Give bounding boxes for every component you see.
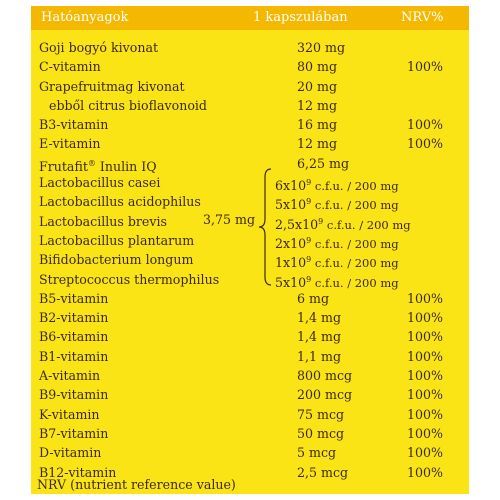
bacteria-name: Streptococcus thermophilus	[39, 271, 220, 287]
table-row: B7-vitamin 50 mcg 100%	[31, 424, 469, 443]
table-row: B1-vitamin 1,1 mg 100%	[31, 347, 469, 366]
nrv-footnote: NRV (nutrient reference value)	[37, 477, 236, 492]
ingredient-name: B6-vitamin	[39, 329, 109, 345]
ingredient-amount: 5 mcg	[297, 445, 337, 461]
lactobacillus-total-amount: 3,75 mg	[203, 212, 256, 227]
ingredient-nrv: 100%	[407, 117, 444, 133]
ingredient-amount: 6 mg	[297, 290, 330, 306]
bacteria-name: Lactobacillus brevis	[39, 213, 167, 229]
table-row: Lactobacillus brevis 2,5x109 c.f.u. / 20…	[31, 212, 469, 232]
ingredient-name: B12-vitamin	[39, 464, 117, 480]
table-row: K-vitamin 75 mcg 100%	[31, 405, 469, 424]
ingredient-amount: 20 mg	[297, 78, 338, 94]
ingredient-amount: 12 mg	[297, 97, 338, 113]
ingredients-table: Hatóanyagok 1 kapszulában NRV% Goji bogy…	[31, 6, 469, 494]
ingredient-name: B9-vitamin	[39, 387, 109, 403]
bacteria-count: 5x109 c.f.u. / 200 mg	[275, 274, 399, 290]
ingredient-nrv: 100%	[407, 310, 444, 326]
ingredient-name: Goji bogyó kivonat	[39, 40, 159, 55]
ingredient-amount: 2,5 mcg	[297, 464, 349, 480]
ingredient-name: B2-vitamin	[39, 310, 109, 326]
bacteria-name: Lactobacillus acidophilus	[39, 194, 201, 210]
ingredient-amount: 6,25 mg	[297, 155, 350, 171]
ingredient-name: C-vitamin	[39, 59, 101, 75]
ingredient-amount: 1,4 mg	[297, 329, 342, 345]
ingredient-amount: 50 mcg	[297, 425, 345, 441]
bacteria-count: 6x109 c.f.u. / 200 mg	[275, 178, 399, 194]
ingredient-nrv: 100%	[407, 59, 444, 75]
ingredient-name: B7-vitamin	[39, 425, 109, 441]
ingredient-amount: 12 mg	[297, 136, 338, 152]
ingredient-amount: 800 mcg	[297, 368, 353, 384]
table-row: Frutafit® Inulin IQ 6,25 mg	[31, 154, 469, 174]
table-row: B5-vitamin 6 mg 100%	[31, 289, 469, 308]
table-row: ebből citrus bioflavonoid 12 mg	[31, 96, 469, 115]
ingredient-nrv: 100%	[407, 136, 444, 152]
ingredient-name: K-vitamin	[39, 406, 100, 422]
ingredient-nrv: 100%	[407, 425, 444, 441]
table-row: Streptococcus thermophilus 5x109 c.f.u. …	[31, 270, 469, 290]
ingredient-name: B3-vitamin	[39, 117, 109, 133]
table-row: Lactobacillus plantarum 2x109 c.f.u. / 2…	[31, 231, 469, 251]
ingredient-name: E-vitamin	[39, 136, 101, 152]
bacteria-count: 2x109 c.f.u. / 200 mg	[275, 235, 399, 252]
bacteria-name: Lactobacillus casei	[39, 175, 161, 191]
bacteria-count: 5x109 c.f.u. / 200 mg	[275, 197, 399, 213]
ingredient-nrv: 100%	[407, 368, 444, 384]
registered-mark: ®	[87, 158, 96, 168]
ingredient-nrv: 100%	[407, 329, 444, 345]
ingredient-name: Frutafit® Inulin IQ	[39, 158, 157, 174]
bacteria-count: 2,5x109 c.f.u. / 200 mg	[275, 216, 411, 232]
ingredient-amount: 200 mcg	[297, 387, 353, 403]
ingredient-amount: 1,1 mg	[297, 348, 342, 364]
ingredient-nrv: 100%	[407, 445, 444, 461]
table-row: A-vitamin 800 mcg 100%	[31, 366, 469, 385]
ingredient-amount: 80 mg	[297, 59, 338, 75]
table-row: B3-vitamin 16 mg 100%	[31, 115, 469, 134]
curly-brace-icon	[258, 168, 272, 286]
ingredient-nrv: 100%	[407, 464, 444, 480]
table-row: B2-vitamin 1,4 mg 100%	[31, 308, 469, 327]
table-row: E-vitamin 12 mg 100%	[31, 134, 469, 153]
ingredient-nrv: 100%	[407, 348, 444, 364]
ingredient-nrv: 100%	[407, 387, 444, 403]
table-row: D-vitamin 5 mcg 100%	[31, 443, 469, 462]
table-row: B9-vitamin 200 mcg 100%	[31, 385, 469, 404]
ingredient-name: ebből citrus bioflavonoid	[49, 97, 207, 113]
header-nrv: NRV%	[401, 10, 444, 25]
bacteria-name: Bifidobacterium longum	[39, 252, 194, 268]
ingredient-amount: 1,4 mg	[297, 310, 342, 326]
ingredient-name: B5-vitamin	[39, 290, 109, 306]
header-per-capsule: 1 kapszulában	[253, 10, 348, 25]
bacteria-count: 1x109 c.f.u. / 200 mg	[275, 255, 399, 271]
table-row: Goji bogyó kivonat 320 mg	[31, 38, 469, 57]
ingredient-amount: 320 mg	[297, 40, 346, 55]
table-row: Grapefruitmag kivonat 20 mg	[31, 77, 469, 96]
ingredient-amount: 16 mg	[297, 117, 338, 133]
ingredient-name: A-vitamin	[39, 368, 101, 384]
table-body: Goji bogyó kivonat 320 mg C-vitamin 80 m…	[31, 38, 469, 482]
ingredient-nrv: 100%	[407, 406, 444, 422]
table-row: Bifidobacterium longum 1x109 c.f.u. / 20…	[31, 250, 469, 270]
table-row: Lactobacillus casei 6x109 c.f.u. / 200 m…	[31, 173, 469, 193]
ingredient-nrv: 100%	[407, 290, 444, 306]
table-row: B6-vitamin 1,4 mg 100%	[31, 327, 469, 346]
bacteria-name: Lactobacillus plantarum	[39, 232, 195, 248]
header-ingredients: Hatóanyagok	[41, 10, 129, 25]
ingredient-amount: 75 mcg	[297, 406, 345, 422]
table-row: Lactobacillus acidophilus 5x109 c.f.u. /…	[31, 192, 469, 212]
ingredient-name: Grapefruitmag kivonat	[39, 78, 185, 94]
ingredient-name: B1-vitamin	[39, 348, 109, 364]
table-row: C-vitamin 80 mg 100%	[31, 57, 469, 76]
table-row: B12-vitamin 2,5 mcg 100%	[31, 463, 469, 482]
table-header: Hatóanyagok 1 kapszulában NRV%	[31, 6, 469, 30]
ingredient-name: D-vitamin	[39, 445, 102, 461]
